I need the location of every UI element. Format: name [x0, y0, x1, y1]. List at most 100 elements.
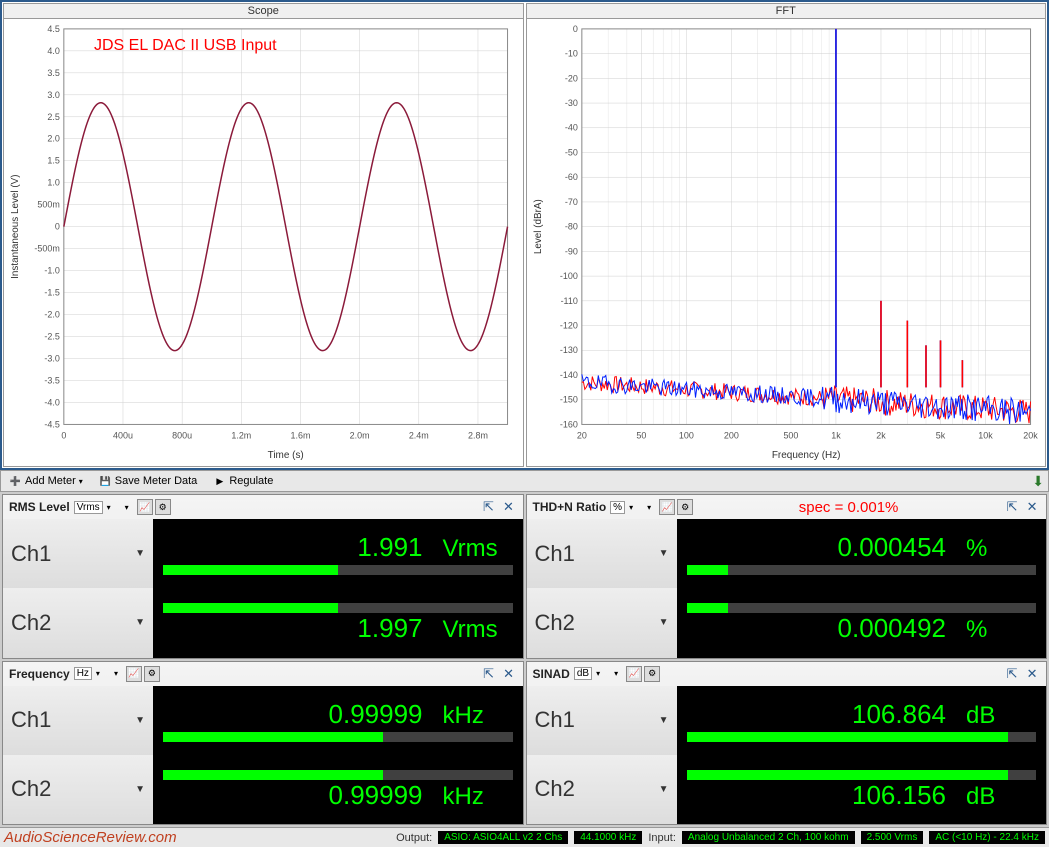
unit-select[interactable]: dB — [574, 667, 592, 680]
svg-text:-3.0: -3.0 — [44, 354, 59, 364]
output-label: Output: — [396, 832, 432, 844]
svg-text:Instantaneous Level (V): Instantaneous Level (V) — [10, 174, 21, 278]
svg-text:-100: -100 — [559, 271, 577, 281]
gear-icon[interactable]: ⚙ — [144, 666, 160, 682]
meter-title: SINAD — [533, 667, 570, 681]
download-icon[interactable]: ⬇ — [1032, 473, 1044, 490]
svg-text:-2.5: -2.5 — [44, 332, 59, 342]
ch1-label[interactable]: Ch1▼ — [527, 519, 677, 588]
ch2-unit: % — [966, 616, 1036, 644]
close-icon[interactable]: ✕ — [1024, 499, 1040, 515]
add-meter-button[interactable]: ➕Add Meter▾ — [5, 474, 87, 489]
svg-text:800u: 800u — [172, 430, 192, 440]
svg-text:-110: -110 — [560, 296, 577, 306]
svg-text:20k: 20k — [1023, 430, 1038, 440]
svg-text:-4.5: -4.5 — [44, 419, 59, 429]
svg-text:-30: -30 — [564, 98, 577, 108]
ch2-bar — [687, 603, 1037, 613]
ch1-bar — [163, 732, 513, 742]
scope-title: Scope — [4, 4, 523, 19]
gear-icon[interactable]: ⚙ — [677, 499, 693, 515]
ch2-unit: kHz — [443, 783, 513, 811]
ch1-value: 0.000454 — [838, 532, 946, 563]
ch1-label[interactable]: Ch1▼ — [3, 519, 153, 588]
input-value[interactable]: Analog Unbalanced 2 Ch, 100 kohm — [682, 831, 855, 844]
meter-toolbar: ➕Add Meter▾ 💾Save Meter Data ▶Regulate ⬇ — [0, 470, 1049, 492]
ch1-label[interactable]: Ch1▼ — [3, 686, 153, 755]
unit-select[interactable]: % — [610, 501, 625, 514]
svg-text:0: 0 — [55, 222, 60, 232]
ch2-label[interactable]: Ch2▼ — [527, 588, 677, 657]
input-label: Input: — [648, 832, 676, 844]
popout-icon[interactable]: ⇱ — [481, 499, 497, 515]
ch2-value: 106.156 — [852, 780, 946, 811]
ch2-label[interactable]: Ch2▼ — [3, 755, 153, 824]
rms-panel: RMS Level Vrms▾ ▾ 📈 ⚙ ⇱ ✕ Ch1▼ 1.991Vrms — [2, 494, 524, 659]
chart-icon[interactable]: 📈 — [137, 499, 153, 515]
scope-chart[interactable]: -4.5-4.0-3.5-3.0-2.5-2.0-1.5-1.0-500m050… — [4, 19, 523, 464]
svg-text:-2.0: -2.0 — [44, 310, 59, 320]
popout-icon[interactable]: ⇱ — [1004, 666, 1020, 682]
close-icon[interactable]: ✕ — [501, 666, 517, 682]
gear-icon[interactable]: ⚙ — [644, 666, 660, 682]
svg-text:1.5: 1.5 — [47, 156, 59, 166]
svg-text:1k: 1k — [831, 430, 841, 440]
save-meter-button[interactable]: 💾Save Meter Data — [95, 474, 202, 489]
meter-title: Frequency — [9, 667, 70, 681]
unit-select[interactable]: Vrms — [74, 501, 103, 514]
close-icon[interactable]: ✕ — [1024, 666, 1040, 682]
popout-icon[interactable]: ⇱ — [481, 666, 497, 682]
freq-panel: Frequency Hz▾ ▾ 📈 ⚙ ⇱ ✕ Ch1▼ 0.99999kHz — [2, 661, 524, 826]
regulate-button[interactable]: ▶Regulate — [209, 474, 277, 489]
meter-title: RMS Level — [9, 500, 70, 514]
ch1-value: 106.864 — [852, 699, 946, 730]
fft-title: FFT — [527, 4, 1046, 19]
range-value[interactable]: 2.500 Vrms — [861, 831, 924, 844]
ch2-label[interactable]: Ch2▼ — [527, 755, 677, 824]
chart-icon[interactable]: 📈 — [126, 666, 142, 682]
popout-icon[interactable]: ⇱ — [1004, 499, 1020, 515]
ch2-unit: dB — [966, 783, 1036, 811]
chart-icon[interactable]: 📈 — [659, 499, 675, 515]
svg-text:-160: -160 — [559, 419, 577, 429]
spec-annotation: spec = 0.001% — [799, 499, 899, 516]
play-icon: ▶ — [213, 475, 226, 488]
ch2-value: 1.997 — [357, 613, 422, 644]
thdn-panel: THD+N Ratio %▾ ▾ 📈 ⚙ spec = 0.001% ⇱ ✕ C… — [526, 494, 1048, 659]
svg-text:2.8m: 2.8m — [468, 430, 488, 440]
svg-text:4.0: 4.0 — [47, 46, 59, 56]
meters-grid: RMS Level Vrms▾ ▾ 📈 ⚙ ⇱ ✕ Ch1▼ 1.991Vrms — [0, 492, 1049, 827]
chart-icon[interactable]: 📈 — [626, 666, 642, 682]
svg-text:1.6m: 1.6m — [291, 430, 311, 440]
ch2-bar — [163, 603, 513, 613]
close-icon[interactable]: ✕ — [501, 499, 517, 515]
ch1-label[interactable]: Ch1▼ — [527, 686, 677, 755]
ch2-bar — [163, 770, 513, 780]
ch1-bar — [687, 565, 1037, 575]
charts-row: Scope -4.5-4.0-3.5-3.0-2.5-2.0-1.5-1.0-5… — [0, 0, 1049, 470]
ch1-value: 0.99999 — [329, 699, 423, 730]
fft-panel: FFT -160-150-140-130-120-110-100-90-80-7… — [526, 3, 1047, 467]
meter-title: THD+N Ratio — [533, 500, 607, 514]
gear-icon[interactable]: ⚙ — [155, 499, 171, 515]
plus-icon: ➕ — [9, 475, 22, 488]
svg-text:-4.0: -4.0 — [44, 397, 59, 407]
svg-text:2.5: 2.5 — [47, 112, 59, 122]
save-icon: 💾 — [99, 475, 112, 488]
svg-text:-3.5: -3.5 — [44, 375, 59, 385]
svg-text:100: 100 — [678, 430, 693, 440]
output-value[interactable]: ASIO: ASIO4ALL v2 2 Chs — [438, 831, 568, 844]
ch2-label[interactable]: Ch2▼ — [3, 588, 153, 657]
svg-text:-1.0: -1.0 — [44, 266, 59, 276]
svg-text:-20: -20 — [564, 73, 577, 83]
fft-chart[interactable]: -160-150-140-130-120-110-100-90-80-70-60… — [527, 19, 1046, 464]
filter-value[interactable]: AC (<10 Hz) - 22.4 kHz — [929, 831, 1045, 844]
svg-text:-60: -60 — [564, 172, 577, 182]
unit-select[interactable]: Hz — [74, 667, 92, 680]
status-bar: AudioScienceReview.com Output: ASIO: ASI… — [0, 827, 1049, 847]
ch1-bar — [163, 565, 513, 575]
svg-text:-140: -140 — [559, 370, 577, 380]
sample-rate[interactable]: 44.1000 kHz — [574, 831, 642, 844]
scope-annotation: JDS EL DAC II USB Input — [94, 37, 277, 55]
svg-text:-1.5: -1.5 — [44, 288, 59, 298]
